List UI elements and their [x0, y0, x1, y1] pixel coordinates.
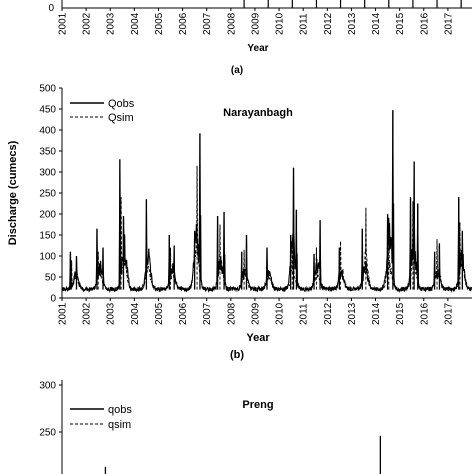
panel-a-x-ticks: 2001 2002 2003 2004 2005 2006 2007 2008 2009 2010… [58, 8, 454, 35]
panel-b-y-ticks: 0 50 100 150 200 250 300 350 400 450 500 [39, 84, 62, 305]
panel-b-title: Narayanbagh [223, 107, 293, 119]
panel-a-x-tick-2011: 2011 [299, 13, 310, 35]
panel-a-x-tick-2010: 2010 [275, 12, 286, 35]
panel-b-y-label: Discharge (cumecs) [7, 140, 19, 245]
panel-b-y-tick-150: 150 [39, 231, 56, 242]
panel-b-plot-area [61, 110, 473, 294]
panel-b-x-tick-2007: 2007 [202, 302, 213, 325]
panel-a-caption: (a) [231, 65, 243, 76]
panel-a-x-tick-2014: 2014 [371, 12, 382, 35]
panel-b-x-tick-2008: 2008 [226, 302, 237, 325]
panel-b-y-tick-100: 100 [39, 252, 56, 263]
panel-a-x-tick-2017: 2017 [443, 12, 454, 35]
legend-qsim-label: Qsim [108, 112, 134, 124]
panel-a-x-tick-2013: 2013 [347, 12, 358, 35]
panel-b-y-tick-200: 200 [39, 210, 56, 221]
panel-b-y-tick-250: 250 [39, 189, 56, 200]
panel-b-x-tick-2010: 2010 [275, 302, 286, 325]
panel-b-y-tick-350: 350 [39, 147, 56, 158]
legend-qobs-label: Qobs [108, 98, 135, 110]
panel-b-y-tick-450: 450 [39, 105, 56, 116]
panel-a-x-tick-2007: 2007 [202, 12, 213, 35]
panel-b-x-tick-2012: 2012 [323, 302, 334, 325]
panel-b-x-tick-2005: 2005 [154, 302, 165, 325]
panel-b-x-tick-2011: 2011 [299, 303, 310, 325]
panel-b-x-tick-2017: 2017 [443, 302, 454, 325]
panel-a-y-tick-0: 0 [48, 3, 54, 14]
panel-b-y-tick-0: 0 [50, 294, 56, 305]
panel-a-x-tick-2012: 2012 [323, 12, 334, 35]
legend-qobs-c-label: qobs [108, 404, 132, 416]
panel-b-x-tick-2003: 2003 [106, 302, 117, 325]
panel-a-x-tick-2009: 2009 [250, 12, 261, 35]
panel-b-x-ticks: 2001 2002 2003 2004 2005 2006 2007 2008 2009 2010… [58, 298, 454, 325]
panel-b-x-tick-2004: 2004 [130, 302, 141, 325]
panel-b-caption: (b) [230, 349, 244, 361]
panel-b-y-tick-300: 300 [39, 168, 56, 179]
panel-a-x-tick-2001: 2001 [58, 12, 69, 35]
panel-b-x-label: Year [246, 332, 270, 344]
panel-b-x-tick-2016: 2016 [419, 302, 430, 325]
panel-a-x-tick-2002: 2002 [82, 12, 93, 35]
panel-c-legend: qobs qsim [70, 404, 132, 431]
panel-b-x-tick-2014: 2014 [371, 302, 382, 325]
panel-a-x-tick-2016: 2016 [419, 12, 430, 35]
panel-b-x-tick-2013: 2013 [347, 302, 358, 325]
panel-b-x-tick-2009: 2009 [250, 302, 261, 325]
panel-b-x-tick-2006: 2006 [178, 302, 189, 325]
panel-b-x-tick-2001: 2001 [58, 302, 69, 325]
panel-c-title: Preng [242, 399, 273, 411]
panel-b-legend: Qobs Qsim [70, 98, 135, 124]
panel-a: 0 2001 2002 2003 2004 2005 2006 2007 2008 2009 20… [48, 0, 472, 76]
panel-c-plot-area [104, 435, 382, 474]
panel-c-y-tick-250: 250 [39, 428, 56, 439]
panel-a-x-tick-2015: 2015 [395, 12, 406, 35]
panel-a-x-label: Year [247, 43, 268, 54]
panel-b-x-tick-2002: 2002 [82, 302, 93, 325]
panel-b-x-tick-2015: 2015 [395, 302, 406, 325]
panel-a-x-tick-2003: 2003 [106, 12, 117, 35]
panel-b-y-tick-500: 500 [39, 84, 56, 95]
panel-a-x-tick-2008: 2008 [226, 12, 237, 35]
panel-a-data-fragment [243, 0, 462, 8]
panel-a-x-tick-2004: 2004 [130, 12, 141, 35]
panel-a-x-tick-2005: 2005 [154, 12, 165, 35]
legend-qsim-c-label: qsim [108, 419, 131, 431]
panel-a-x-tick-2006: 2006 [178, 12, 189, 35]
panel-c-y-tick-300: 300 [39, 381, 56, 392]
panel-b-y-tick-50: 50 [45, 273, 57, 284]
panel-b-y-tick-400: 400 [39, 126, 56, 137]
